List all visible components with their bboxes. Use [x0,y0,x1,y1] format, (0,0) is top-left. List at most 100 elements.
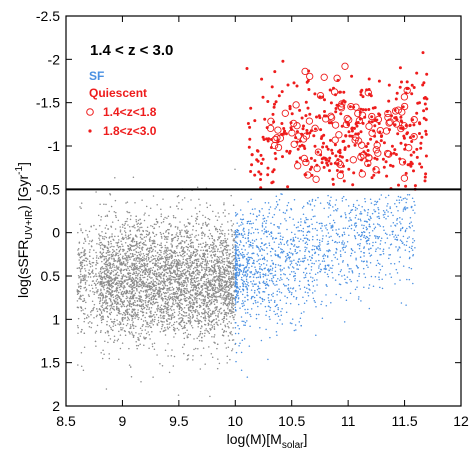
low-mass-point [84,268,86,270]
low-mass-point [91,270,94,273]
low-mass-point [176,195,179,198]
low-mass-point [101,231,103,233]
sf-point [362,267,365,270]
low-mass-point [179,232,181,234]
low-mass-point [138,272,140,275]
low-mass-point [178,301,181,304]
low-mass-point [110,240,112,243]
sf-point [396,199,398,202]
low-mass-point [164,305,166,308]
sf-point [256,260,258,263]
low-mass-point [187,281,189,283]
low-mass-point [108,353,110,355]
low-mass-point [142,303,145,305]
low-mass-point [192,252,195,255]
sf-point [244,237,247,240]
low-mass-point [132,278,135,280]
low-mass-point [156,222,159,224]
low-mass-point [85,316,88,319]
low-mass-point [232,251,234,253]
sf-point [317,196,319,199]
low-mass-point [185,304,188,306]
low-mass-point [195,293,198,295]
low-mass-point [231,333,233,336]
low-mass-point [89,276,92,278]
low-mass-point [117,338,120,341]
low-mass-point [133,289,135,292]
low-mass-point [167,253,169,256]
low-mass-point [183,246,185,249]
low-mass-point [118,321,121,323]
low-mass-point [190,253,192,256]
low-mass-point [232,281,235,283]
low-mass-point [207,217,209,220]
low-mass-point [158,226,161,228]
low-mass-point [117,274,119,277]
low-mass-point [102,267,104,270]
low-mass-point [191,307,194,310]
low-mass-point [181,240,183,242]
low-mass-point [143,344,145,347]
low-mass-point [129,272,132,275]
low-mass-point [172,215,175,217]
low-mass-point [151,262,154,265]
low-mass-point [204,241,207,243]
low-mass-point [138,247,141,249]
low-mass-point [232,239,235,241]
low-mass-point [204,221,207,224]
low-mass-point [177,238,180,240]
low-mass-point [215,318,218,320]
low-mass-point [105,275,108,278]
low-mass-point [113,339,116,341]
sf-point [268,279,271,282]
sf-point [236,301,239,303]
low-mass-point [187,307,190,309]
low-mass-point [135,260,137,262]
low-mass-point [133,240,136,243]
low-mass-point [81,255,83,258]
low-mass-point [122,301,125,303]
low-mass-point [201,292,203,294]
low-mass-point [132,304,135,307]
low-mass-point [168,279,170,281]
low-mass-point [124,292,127,295]
low-mass-point [150,256,152,258]
sf-point [316,229,318,232]
low-mass-point [117,283,119,285]
sf-point [247,284,250,287]
low-mass-point [201,288,204,290]
low-mass-point [213,327,216,330]
low-mass-point [122,255,124,258]
sf-point [318,265,320,267]
sf-point [410,247,413,250]
low-mass-point [212,247,215,249]
low-mass-point [93,306,95,309]
low-mass-point [135,243,138,246]
low-mass-point [175,233,177,236]
low-mass-point [225,252,227,254]
low-mass-point [216,278,218,281]
low-mass-point [161,271,164,274]
low-mass-point [210,284,213,286]
low-mass-point [81,279,83,281]
sf-point [295,329,297,331]
low-mass-point [168,223,170,225]
low-mass-point [118,324,121,326]
low-mass-point [189,256,192,258]
low-mass-point [225,304,228,307]
low-mass-point [195,238,198,241]
low-mass-point [121,317,123,320]
low-mass-point [200,299,202,301]
low-mass-point [163,235,166,238]
low-mass-point [230,194,232,197]
low-mass-point [229,315,231,318]
low-mass-point [168,228,170,231]
low-mass-point [232,316,234,319]
sf-point [324,264,327,267]
low-mass-point [124,264,126,266]
sf-point [269,306,272,309]
low-mass-point [204,332,206,335]
low-mass-point [123,230,126,232]
low-mass-point [229,266,231,269]
